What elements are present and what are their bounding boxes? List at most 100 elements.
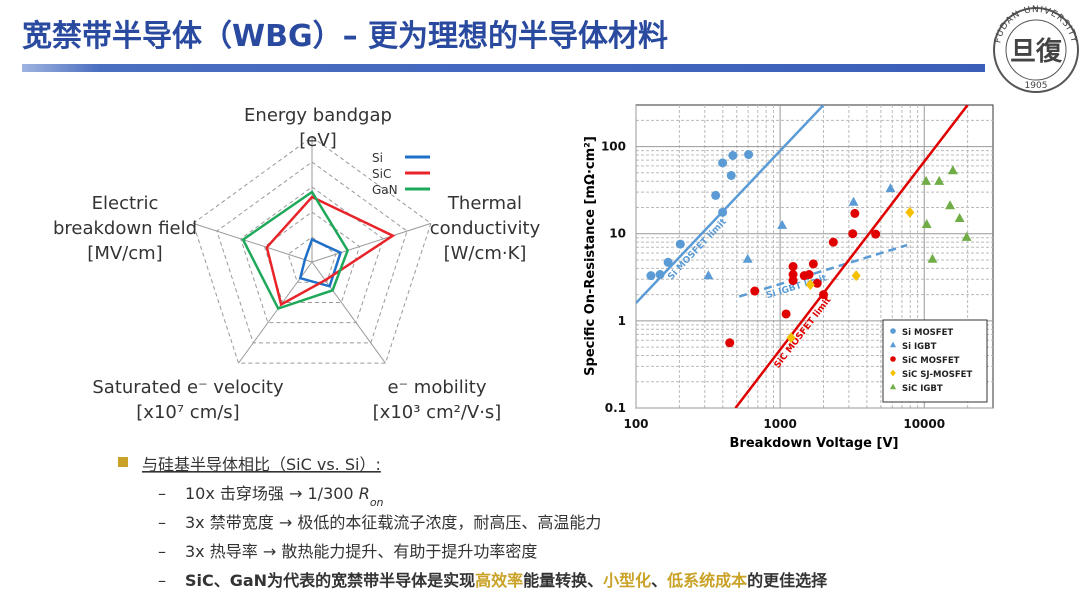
text-run: 小型化 <box>603 571 651 590</box>
axis-label: e⁻ mobility <box>388 377 487 398</box>
legend-label: SiC <box>372 167 391 181</box>
point <box>828 237 838 247</box>
legend-marker <box>890 369 896 377</box>
point <box>819 290 829 300</box>
ring <box>240 186 384 324</box>
text-run: 10x 击穿场强 → 1/300 <box>185 484 359 503</box>
point <box>744 150 754 160</box>
point <box>786 332 796 344</box>
legend-marker <box>889 341 897 348</box>
x-tick-label: 100 <box>623 417 648 431</box>
legend-label: SiC SJ-MOSFET <box>902 370 972 380</box>
legend-label: Si IGBT <box>902 342 937 352</box>
legend-label: SiC IGBT <box>902 384 943 394</box>
point <box>885 183 896 193</box>
radar-series <box>265 195 396 307</box>
point <box>851 270 861 282</box>
axis-label: breakdown field <box>53 218 197 239</box>
y-tick-label: 1 <box>618 314 626 328</box>
point <box>703 270 714 280</box>
point <box>905 206 915 218</box>
x-axis-label: Breakdown Voltage [V] <box>730 436 899 451</box>
text-run: 3x 热导率 → 散热能力提升、有助于提升功率密度 <box>185 542 537 561</box>
point <box>718 158 728 168</box>
logo-mark: 旦復 <box>1010 36 1063 67</box>
legend-box <box>882 319 988 403</box>
ring <box>192 136 432 364</box>
legend-label: Si MOSFET <box>902 328 953 338</box>
spoke <box>311 222 432 263</box>
sub-bullet: SiC、GaN为代表的宽禁带半导体是实现高效率能量转换、小型化、低系统成本的更佳… <box>185 571 828 590</box>
slide-title: 宽禁带半导体（WBG）– 更为理想的半导体材料 <box>22 19 668 54</box>
point <box>947 165 958 175</box>
limit-lines <box>636 105 969 408</box>
point <box>934 175 945 185</box>
point <box>726 170 736 180</box>
axis-label: [W/cm·K] <box>444 243 527 264</box>
logo-inner-ring <box>1005 19 1067 81</box>
axis-label: [eV] <box>299 130 336 151</box>
dash: – <box>158 571 166 590</box>
text-run: 3x 禁带宽度 → 极低的本征载流子浓度，耐高压、高温能力 <box>185 513 601 532</box>
text-run: R <box>359 484 370 503</box>
text-run: 低系统成本 <box>666 571 747 590</box>
x-tick-label: 1000 <box>763 417 796 431</box>
sub-bullet: 10x 击穿场强 → 1/300 Ron <box>185 484 384 509</box>
point <box>805 279 815 291</box>
bullet-square <box>118 457 128 467</box>
axis-label: Energy bandgap <box>244 105 392 126</box>
sub-bullet: 3x 禁带宽度 → 极低的本征载流子浓度，耐高压、高温能力 <box>185 513 601 532</box>
text-run: 的更佳选择 <box>747 571 828 590</box>
bullet-text: 与硅基半导体相比（SiC vs. Si）: <box>142 455 381 474</box>
point <box>921 218 932 228</box>
point <box>812 278 822 288</box>
point <box>646 271 656 281</box>
point <box>777 219 788 229</box>
y-tick-label: 0.1 <box>605 401 626 415</box>
point <box>954 212 965 222</box>
axis-label: conductivity <box>430 218 541 239</box>
limit-line <box>734 105 969 408</box>
logo: FUDAN UNIVERSITY 旦復 1905 <box>993 5 1079 93</box>
limit-line <box>738 243 908 298</box>
point <box>725 338 735 348</box>
legend-label: Si <box>372 151 383 165</box>
legend-marker <box>890 328 896 334</box>
point <box>750 286 760 296</box>
point <box>718 207 728 217</box>
point <box>808 259 818 269</box>
axis-label: Electric <box>92 193 159 214</box>
point <box>655 270 665 280</box>
dash: – <box>158 513 166 532</box>
point <box>850 208 860 218</box>
point <box>788 276 798 286</box>
axis-label: [x10⁷ cm/s] <box>136 402 239 423</box>
axis-label: Thermal <box>447 193 522 214</box>
point <box>961 231 972 241</box>
radar-series <box>241 190 350 311</box>
axis-label: Saturated e⁻ velocity <box>92 377 284 398</box>
point <box>927 253 938 263</box>
point <box>921 175 932 185</box>
point <box>663 257 673 267</box>
axis-label: [x10³ cm²/V·s] <box>373 402 502 423</box>
dash: – <box>158 542 166 561</box>
text-run: SiC、GaN为代表的宽禁带半导体是实现 <box>185 571 475 590</box>
sub-bullet: 3x 热导率 → 散热能力提升、有助于提升功率密度 <box>185 542 537 561</box>
point <box>675 239 685 249</box>
text-run: 、 <box>651 571 667 590</box>
text-run: on <box>370 496 384 509</box>
text-run: 高效率 <box>475 571 523 590</box>
legend-label: SiC MOSFET <box>902 356 960 366</box>
spoke <box>192 222 313 263</box>
point <box>848 196 859 206</box>
legend-marker <box>890 356 896 362</box>
dash: – <box>158 484 166 503</box>
point <box>848 229 858 239</box>
point <box>742 253 753 263</box>
legend-label: GaN <box>372 183 398 197</box>
point <box>945 200 955 210</box>
point <box>711 190 721 200</box>
y-axis-label: Specific On-Resistance [mΩ·cm²] <box>583 136 598 376</box>
